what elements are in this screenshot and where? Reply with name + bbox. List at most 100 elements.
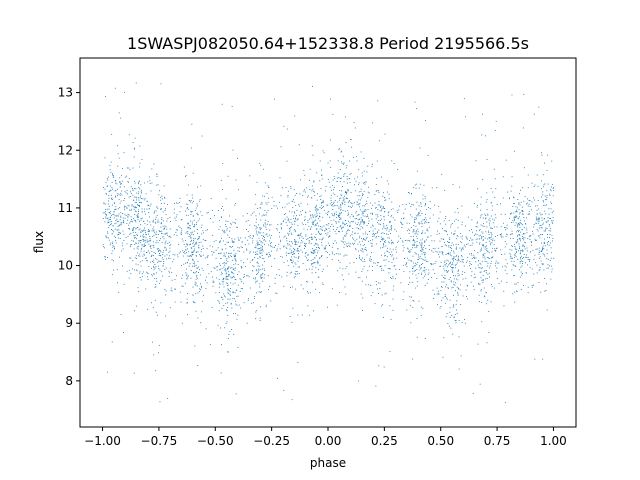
data-point [315, 239, 317, 240]
data-point [230, 267, 232, 269]
data-point [408, 232, 410, 234]
data-point [382, 237, 384, 239]
data-point [481, 134, 483, 136]
data-point [506, 263, 508, 265]
data-point [137, 219, 139, 221]
data-point [327, 306, 328, 308]
data-point [481, 321, 483, 323]
data-point [389, 248, 391, 250]
data-point [386, 256, 388, 258]
data-point [487, 250, 489, 252]
data-point [192, 223, 193, 225]
data-point [202, 269, 204, 271]
data-point [152, 219, 154, 221]
data-point [526, 254, 528, 256]
data-point [128, 224, 130, 226]
data-point [471, 229, 472, 231]
data-point [105, 235, 107, 237]
data-point [144, 227, 145, 229]
data-point [490, 301, 492, 303]
data-point [143, 240, 144, 242]
data-point [153, 269, 155, 270]
data-point [333, 219, 335, 221]
data-point [186, 278, 188, 280]
data-point [323, 247, 325, 249]
data-point [170, 289, 172, 291]
data-point [122, 217, 124, 219]
data-point [444, 189, 446, 191]
data-point [292, 242, 293, 244]
data-point [181, 285, 183, 287]
data-point [384, 242, 386, 243]
data-point [284, 235, 286, 237]
data-point [290, 232, 292, 234]
data-point [218, 286, 220, 288]
data-point [132, 167, 134, 169]
data-point [194, 238, 196, 240]
data-point [391, 255, 393, 257]
data-point [109, 185, 111, 187]
data-point [168, 272, 170, 274]
data-point [547, 264, 549, 266]
data-point [283, 389, 285, 391]
data-point [453, 250, 454, 252]
data-point [427, 230, 429, 232]
data-point [260, 232, 262, 234]
data-point [358, 199, 360, 201]
data-point [316, 243, 318, 245]
data-point [444, 275, 446, 277]
data-point [254, 225, 256, 227]
data-point [121, 250, 122, 252]
data-point [252, 240, 254, 242]
data-point [224, 230, 225, 232]
data-point [392, 254, 394, 256]
data-point [141, 260, 143, 262]
data-point [113, 269, 114, 271]
data-point [228, 255, 229, 257]
data-point [413, 243, 415, 245]
data-point [512, 238, 514, 239]
data-point [148, 266, 150, 267]
data-point [197, 232, 198, 234]
data-point [294, 212, 296, 214]
data-point [200, 241, 202, 243]
data-point [455, 290, 456, 292]
data-point [328, 181, 330, 183]
data-point [109, 213, 111, 215]
data-point [356, 201, 358, 203]
data-point [257, 271, 259, 273]
data-point [364, 244, 365, 246]
data-point [235, 255, 236, 256]
data-point [505, 229, 507, 231]
data-point [280, 224, 282, 225]
data-point [350, 221, 352, 222]
data-point [339, 190, 341, 191]
data-point [153, 259, 155, 261]
data-point [424, 196, 426, 197]
data-point [187, 214, 189, 216]
data-point [492, 256, 494, 258]
data-point [257, 265, 259, 267]
data-point [343, 176, 345, 177]
data-point [416, 108, 418, 110]
data-point [171, 290, 173, 292]
data-point [447, 323, 449, 324]
data-point [456, 278, 457, 280]
data-point [142, 198, 144, 200]
data-point [359, 224, 360, 226]
data-point [438, 251, 440, 253]
data-point [315, 267, 317, 269]
data-point [289, 248, 291, 250]
data-point [188, 259, 189, 261]
data-point [288, 202, 290, 204]
data-point [261, 247, 263, 249]
data-point [349, 178, 350, 180]
data-point [226, 268, 228, 270]
data-point [346, 245, 348, 247]
data-point [198, 247, 200, 249]
data-point [439, 307, 441, 309]
data-point [115, 236, 116, 238]
data-point [205, 328, 207, 330]
data-point [165, 240, 167, 242]
data-point [449, 237, 451, 239]
